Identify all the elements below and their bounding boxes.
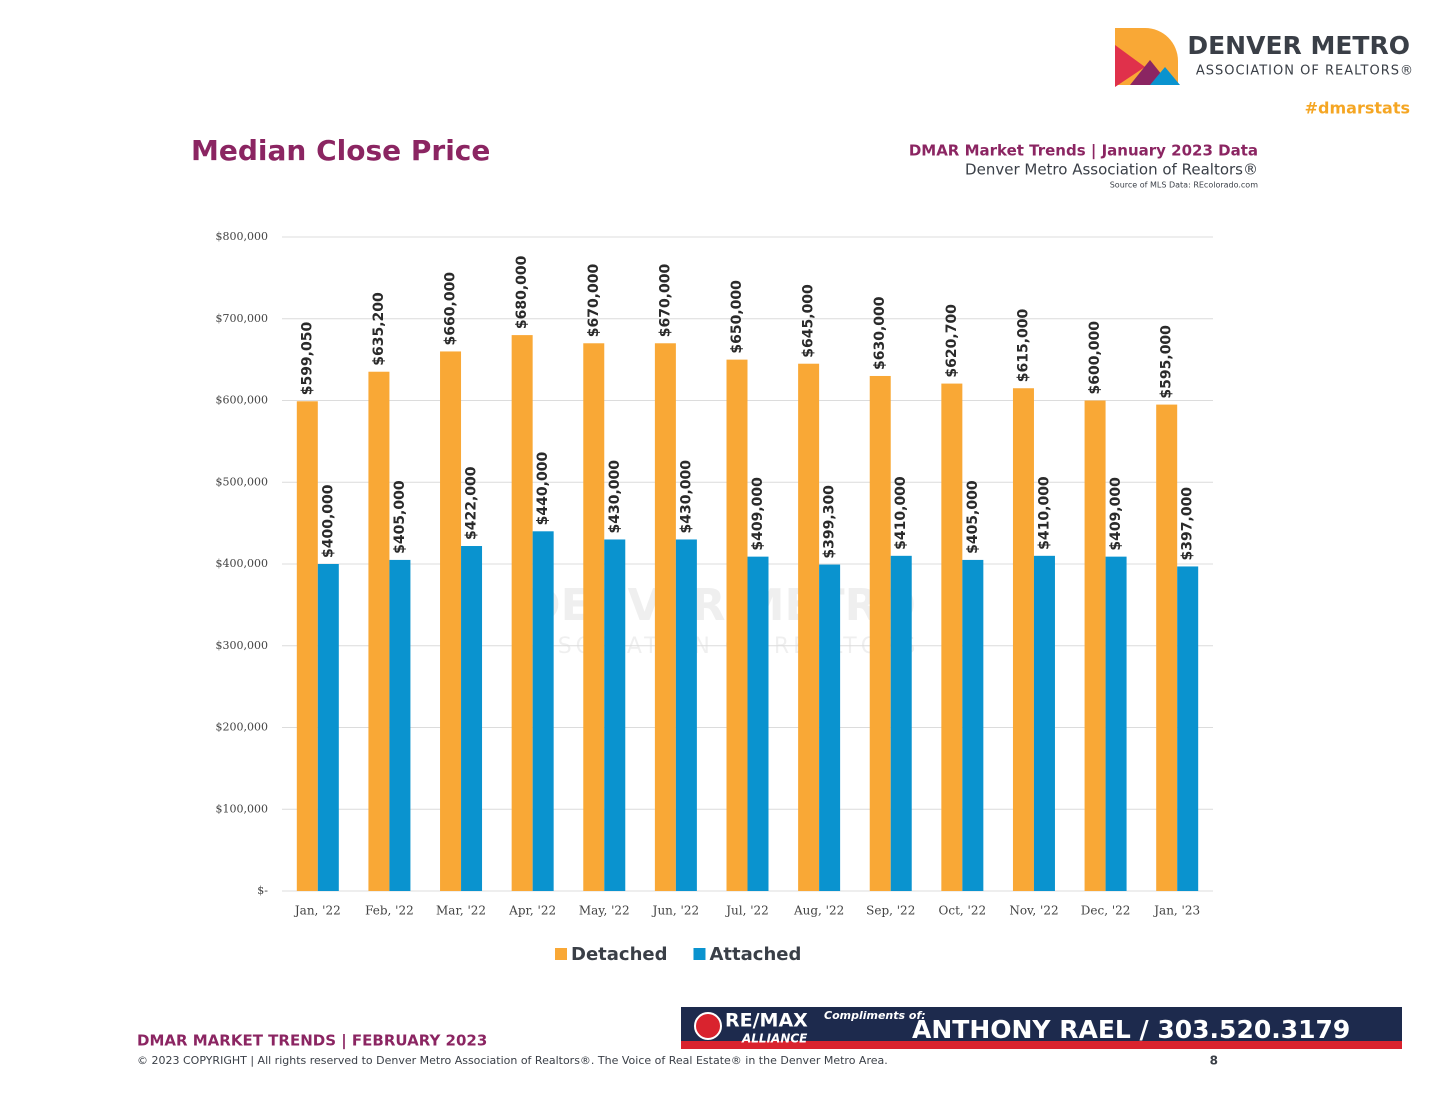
value-label: $630,000 bbox=[872, 296, 888, 370]
x-tick-label: Feb, '22 bbox=[365, 904, 414, 918]
banner-compliments: Compliments of: bbox=[824, 1009, 926, 1022]
legend-label: Attached bbox=[709, 944, 801, 965]
report-title: DMAR Market Trends | January 2023 Data bbox=[909, 142, 1258, 161]
bar bbox=[1105, 556, 1127, 891]
bar bbox=[654, 343, 676, 891]
value-label: $410,000 bbox=[1036, 476, 1052, 550]
agent-banner bbox=[681, 1007, 1402, 1049]
banner-office: ALLIANCE bbox=[741, 1032, 808, 1046]
value-label: $680,000 bbox=[514, 255, 530, 329]
value-label: $635,200 bbox=[371, 292, 387, 366]
value-label: $599,050 bbox=[299, 322, 315, 396]
y-tick-label: $800,000 bbox=[216, 230, 269, 243]
value-label: $409,000 bbox=[1108, 477, 1124, 551]
x-tick-label: Mar, '22 bbox=[436, 904, 486, 918]
footer-title: DMAR MARKET TRENDS | FEBRUARY 2023 bbox=[137, 1032, 487, 1051]
value-label: $410,000 bbox=[893, 476, 909, 550]
bar bbox=[726, 359, 748, 891]
bar bbox=[1012, 388, 1034, 891]
bar bbox=[296, 401, 318, 891]
y-tick-label: $100,000 bbox=[216, 802, 269, 815]
footer-copyright: © 2023 COPYRIGHT | All rights reserved t… bbox=[137, 1054, 888, 1067]
y-tick-label: $200,000 bbox=[216, 721, 269, 734]
bar bbox=[1084, 400, 1106, 891]
hashtag: #dmarstats bbox=[1305, 99, 1410, 118]
bar bbox=[747, 556, 769, 891]
value-label: $399,300 bbox=[822, 485, 838, 559]
x-tick-label: Dec, '22 bbox=[1081, 904, 1131, 918]
bar bbox=[461, 546, 483, 891]
x-tick-label: Aug, '22 bbox=[793, 904, 844, 918]
bar bbox=[604, 539, 626, 891]
watermark: DENVER METRO bbox=[524, 580, 916, 631]
bar bbox=[941, 383, 963, 891]
report-org: Denver Metro Association of Realtors® bbox=[965, 161, 1258, 179]
value-label: $600,000 bbox=[1087, 321, 1103, 395]
value-label: $400,000 bbox=[320, 484, 336, 558]
y-tick-label: $400,000 bbox=[216, 557, 269, 570]
x-tick-label: Sep, '22 bbox=[866, 904, 915, 918]
bar bbox=[368, 371, 390, 891]
x-tick-label: Apr, '22 bbox=[508, 904, 556, 918]
bar bbox=[1177, 566, 1199, 891]
legend-swatch bbox=[555, 948, 567, 960]
value-label: $422,000 bbox=[464, 466, 480, 540]
x-tick-label: Jun, '22 bbox=[651, 904, 699, 918]
x-tick-label: May, '22 bbox=[579, 904, 630, 918]
value-label: $670,000 bbox=[657, 264, 673, 338]
banner-agent: ANTHONY RAEL / 303.520.3179 bbox=[912, 1015, 1350, 1044]
value-label: $660,000 bbox=[443, 272, 459, 346]
bar bbox=[511, 335, 533, 892]
bar bbox=[962, 559, 984, 891]
bar bbox=[675, 539, 697, 891]
value-label: $409,000 bbox=[750, 477, 766, 551]
bar bbox=[532, 531, 554, 891]
bar bbox=[890, 555, 912, 891]
bar bbox=[440, 351, 462, 891]
x-tick-label: Jan, '22 bbox=[293, 904, 341, 918]
logo-sub: ASSOCIATION OF REALTORS® bbox=[1196, 64, 1414, 79]
logo-name: DENVER METRO bbox=[1187, 31, 1410, 60]
value-label: $405,000 bbox=[392, 480, 408, 554]
report-source: Source of MLS Data: REcolorado.com bbox=[1110, 181, 1258, 190]
value-label: $645,000 bbox=[801, 284, 817, 358]
value-label: $650,000 bbox=[729, 280, 745, 354]
bar bbox=[1156, 404, 1178, 891]
bar bbox=[1033, 555, 1055, 891]
bar bbox=[317, 564, 339, 891]
value-label: $397,000 bbox=[1180, 487, 1196, 561]
x-tick-label: Jul, '22 bbox=[724, 904, 769, 918]
bar bbox=[389, 559, 411, 891]
y-tick-label: $- bbox=[257, 884, 268, 897]
x-tick-label: Jan, '23 bbox=[1152, 904, 1200, 918]
y-tick-label: $600,000 bbox=[216, 394, 269, 407]
bar bbox=[819, 564, 841, 891]
value-label: $595,000 bbox=[1159, 325, 1175, 399]
value-label: $430,000 bbox=[607, 460, 623, 534]
value-label: $440,000 bbox=[535, 452, 551, 526]
page-number: 8 bbox=[1210, 1054, 1218, 1068]
x-tick-label: Nov, '22 bbox=[1009, 904, 1058, 918]
value-label: $405,000 bbox=[965, 480, 981, 554]
chart-title: Median Close Price bbox=[191, 134, 490, 167]
bar bbox=[583, 343, 605, 891]
logo-mark bbox=[1115, 28, 1180, 87]
bar bbox=[798, 363, 820, 891]
y-tick-label: $300,000 bbox=[216, 639, 269, 652]
y-tick-label: $700,000 bbox=[216, 312, 269, 325]
value-label: $615,000 bbox=[1015, 308, 1031, 382]
watermark-sub: ASSOCIATION OF REALTORS bbox=[521, 634, 920, 659]
value-label: $620,700 bbox=[944, 304, 960, 378]
y-tick-label: $500,000 bbox=[216, 475, 269, 488]
legend-swatch bbox=[693, 948, 706, 960]
x-tick-label: Oct, '22 bbox=[939, 904, 987, 918]
banner-brand: RE/MAX bbox=[725, 1010, 808, 1032]
legend-label: Detached bbox=[571, 944, 667, 965]
value-label: $670,000 bbox=[586, 264, 602, 338]
bar bbox=[869, 375, 891, 892]
value-label: $430,000 bbox=[678, 460, 694, 534]
